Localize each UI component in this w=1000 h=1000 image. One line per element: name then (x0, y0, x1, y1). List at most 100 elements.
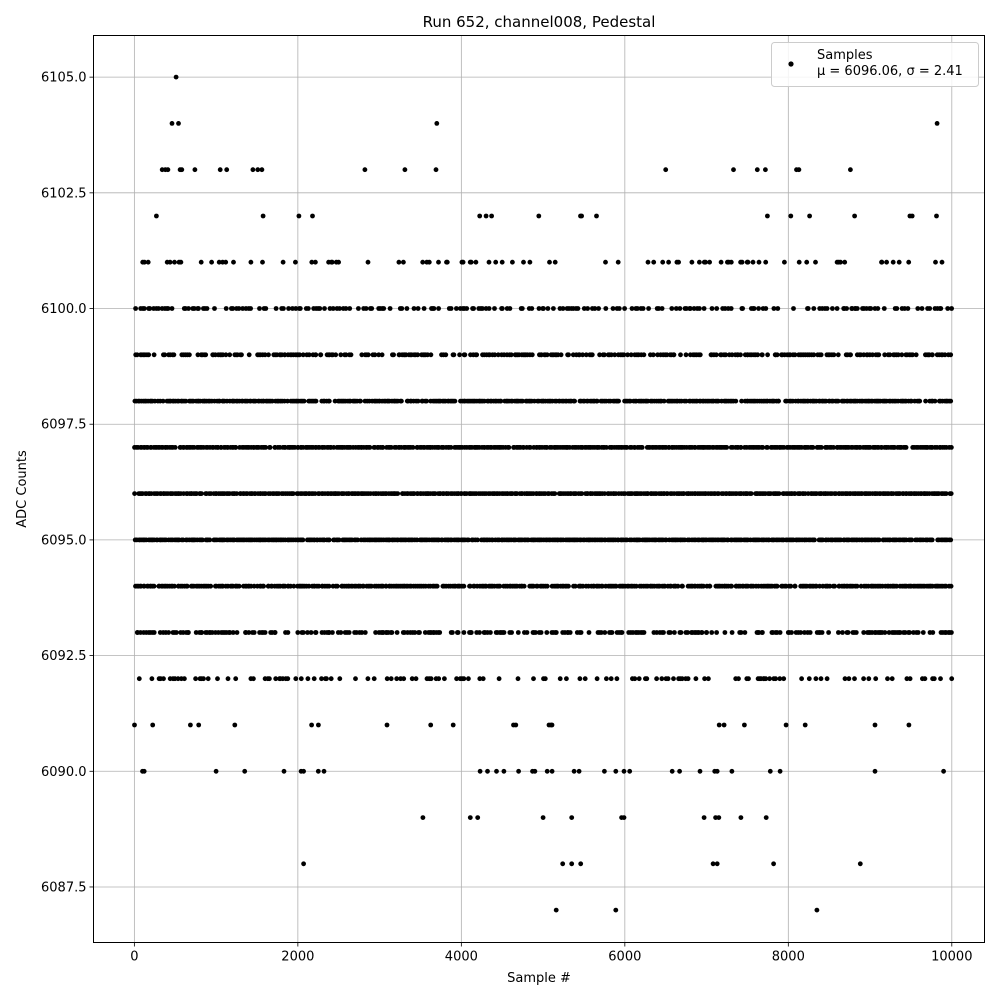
data-point (789, 630, 794, 635)
data-point (909, 213, 915, 219)
data-point (149, 676, 155, 682)
data-points (132, 74, 955, 913)
data-point (165, 306, 171, 311)
data-point (547, 259, 552, 265)
data-point (594, 398, 600, 404)
data-point (234, 491, 240, 496)
data-point (818, 676, 824, 682)
data-point (223, 259, 229, 265)
data-point (376, 352, 382, 358)
data-point (251, 630, 257, 635)
outlier-point (532, 768, 538, 774)
data-point (305, 676, 311, 682)
data-point (411, 306, 417, 311)
data-point (359, 630, 365, 635)
data-point (296, 213, 302, 219)
data-point (151, 352, 157, 358)
data-point (603, 306, 609, 311)
data-point (738, 630, 744, 635)
data-point (721, 722, 727, 728)
data-point (558, 352, 564, 358)
data-point (187, 352, 192, 358)
data-point (462, 352, 468, 358)
data-point (175, 676, 181, 682)
outlier-point (697, 768, 703, 774)
data-point (232, 722, 238, 728)
y-tick-label: 6097.5 (41, 418, 87, 433)
data-point (262, 630, 268, 635)
data-point (678, 352, 683, 358)
data-point (807, 213, 812, 219)
data-point (166, 630, 172, 635)
outlier-point (872, 768, 878, 774)
outlier-point (714, 768, 720, 774)
data-point (493, 259, 499, 265)
data-point (230, 630, 236, 635)
data-point (513, 722, 519, 728)
data-point (499, 259, 505, 265)
data-point (309, 722, 314, 728)
data-point (413, 676, 419, 682)
outlier-point (217, 167, 223, 173)
data-point (707, 583, 713, 589)
data-point (301, 398, 307, 404)
data-point (306, 352, 312, 358)
data-point (740, 306, 745, 311)
data-point (641, 352, 647, 358)
data-point (728, 259, 734, 265)
data-point (203, 352, 209, 358)
data-point (938, 306, 944, 311)
data-point (917, 398, 923, 404)
data-point (225, 676, 231, 682)
data-point (324, 676, 329, 682)
data-point (156, 306, 161, 311)
data-point (852, 213, 857, 219)
data-point (685, 676, 691, 682)
data-point (709, 306, 715, 311)
data-point (881, 306, 887, 311)
outlier-point (301, 768, 306, 774)
data-point (436, 259, 441, 265)
data-point (910, 352, 915, 358)
outlier-point (663, 167, 669, 173)
data-point (579, 491, 585, 496)
data-point (162, 352, 168, 358)
outlier-point (224, 167, 230, 173)
data-point (765, 445, 770, 450)
x-tick-label: 6000 (608, 950, 641, 965)
data-point (575, 306, 581, 311)
data-point (552, 259, 558, 265)
data-point (191, 306, 197, 311)
data-point (313, 630, 319, 635)
data-point (838, 259, 843, 265)
data-point (509, 630, 514, 635)
data-point (729, 583, 734, 589)
data-point (322, 306, 327, 311)
data-point (594, 676, 600, 682)
data-point (538, 630, 544, 635)
data-point (468, 259, 474, 265)
data-point (939, 259, 945, 265)
data-point (542, 676, 548, 682)
data-point (196, 722, 202, 728)
data-point (188, 722, 193, 728)
data-point (566, 352, 571, 358)
data-point (884, 259, 889, 265)
data-point (298, 676, 304, 682)
data-point (777, 630, 783, 635)
outlier-point (433, 167, 439, 173)
data-point (506, 445, 512, 450)
data-point (594, 213, 599, 219)
data-point (230, 306, 236, 311)
data-point (792, 352, 798, 358)
data-point (371, 676, 377, 682)
data-point (132, 722, 137, 728)
data-point (685, 630, 690, 635)
data-point (326, 398, 332, 404)
data-point (395, 491, 401, 496)
data-point (624, 445, 630, 450)
data-point (428, 352, 434, 358)
data-point (450, 630, 455, 635)
data-point (448, 306, 454, 311)
data-point (760, 445, 766, 450)
